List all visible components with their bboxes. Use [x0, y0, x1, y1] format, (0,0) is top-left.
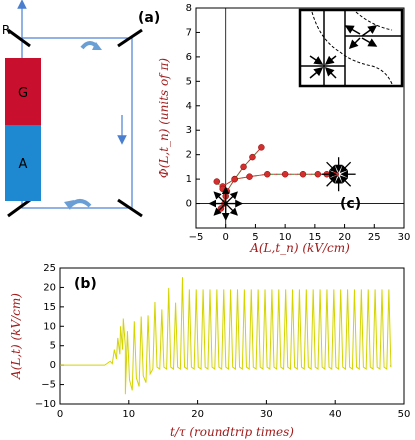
- panel-b-label: (b): [74, 276, 97, 292]
- panel-b: 0 10 20 30 40 50 −10 −5 0 5 10 15 20 25 (b) t/τ (roun…: [9, 263, 410, 439]
- x-tick-label: 40: [329, 409, 342, 420]
- y-tick-label: 20: [43, 282, 56, 293]
- phase-point: [314, 170, 322, 178]
- x-tick-label: 15: [308, 232, 321, 243]
- inset-plot: [298, 8, 404, 88]
- time-trace-line: [60, 277, 392, 395]
- phase-plot-axes: [195, 7, 405, 229]
- x-tick-label: 5: [252, 232, 258, 243]
- mirror-bottom-right: [117, 198, 143, 218]
- phase-plot-ylabel: Φ(L,t_n) (units of π): [157, 58, 171, 178]
- y-tick-label: 5: [186, 76, 192, 87]
- stable-fixed-point: [321, 157, 356, 192]
- phase-point: [281, 170, 289, 178]
- inset-dashed-curve-2: [355, 11, 393, 31]
- y-tick-label: 15: [43, 302, 56, 313]
- gain-section: [5, 58, 41, 125]
- x-tick-label: 10: [279, 232, 292, 243]
- x-tick-label: 25: [368, 232, 381, 243]
- y-tick-label: −10: [35, 399, 56, 410]
- y-tick-label: 2: [186, 150, 192, 161]
- phase-plot-xlabel: A(L,t_n) (kV/cm): [249, 241, 350, 255]
- phase-plot-series: [208, 144, 356, 221]
- absorber-label: A: [19, 157, 28, 172]
- inset-dashed-curve: [311, 11, 393, 85]
- time-trace-ticks: 0 10 20 30 40 50 −10 −5 0 5 10 15 20 25: [35, 263, 410, 420]
- y-tick-label: 1: [186, 174, 192, 185]
- panel-c: −5 0 5 10 15 20 25 30 0 1 2 3 4 5 6 7 8 (c) A(L,t_n) (kV…: [157, 3, 410, 255]
- x-tick-label: 0: [223, 232, 229, 243]
- y-tick-label: 7: [186, 27, 192, 38]
- mirror-top-left: [7, 28, 31, 48]
- phase-point: [246, 173, 253, 180]
- phase-point: [299, 170, 307, 178]
- absorber-section: [5, 125, 41, 201]
- circulation-arrowhead-bottom: [64, 200, 74, 210]
- mirror-bottom-left: [7, 198, 31, 218]
- phase-point: [231, 175, 238, 183]
- x-tick-label: 30: [398, 232, 411, 243]
- y-tick-label: 25: [43, 263, 56, 274]
- y-tick-label: 4: [186, 101, 192, 112]
- phase-point: [240, 163, 247, 171]
- y-tick-label: 5: [50, 341, 56, 352]
- inset-node-1: [344, 25, 378, 50]
- x-tick-label: 0: [57, 409, 63, 420]
- time-trace-ylabel: A(L,t) (kV/cm): [9, 293, 23, 380]
- gain-label: G: [18, 86, 28, 101]
- y-tick-label: 10: [43, 321, 56, 332]
- phase-point: [219, 185, 226, 193]
- x-tick-label: 30: [260, 409, 273, 420]
- phase-point: [258, 144, 265, 151]
- y-tick-label: 0: [50, 360, 56, 371]
- phase-point: [249, 153, 256, 161]
- x-tick-label: 20: [191, 409, 204, 420]
- y-tick-label: 3: [186, 125, 192, 136]
- time-trace-axes: [59, 267, 405, 405]
- time-trace-xlabel: t/τ (roundtrip times): [170, 425, 294, 439]
- x-tick-label: 10: [122, 409, 135, 420]
- y-tick-label: −5: [41, 380, 56, 391]
- y-tick-label: 0: [186, 199, 192, 210]
- phase-point: [213, 178, 221, 185]
- panel-c-label: (c): [340, 196, 361, 212]
- unstable-fixed-point: [208, 186, 244, 221]
- phase-plot-ticks: −5 0 5 10 15 20 25 30 0 1 2 3 4 5 6 7 8: [186, 3, 411, 243]
- phase-point: [264, 170, 271, 178]
- panel-a: G A R (a): [2, 0, 160, 218]
- r-label: R: [2, 23, 10, 37]
- x-tick-label: −5: [189, 232, 204, 243]
- y-tick-label: 6: [186, 52, 192, 63]
- x-tick-label: 50: [398, 409, 411, 420]
- x-tick-label: 20: [338, 232, 351, 243]
- mirror-top-right: [117, 28, 143, 48]
- inset-node-2: [309, 55, 337, 79]
- y-tick-label: 8: [186, 3, 192, 14]
- panel-a-label: (a): [138, 10, 160, 26]
- circulation-arrowhead-top: [92, 42, 102, 50]
